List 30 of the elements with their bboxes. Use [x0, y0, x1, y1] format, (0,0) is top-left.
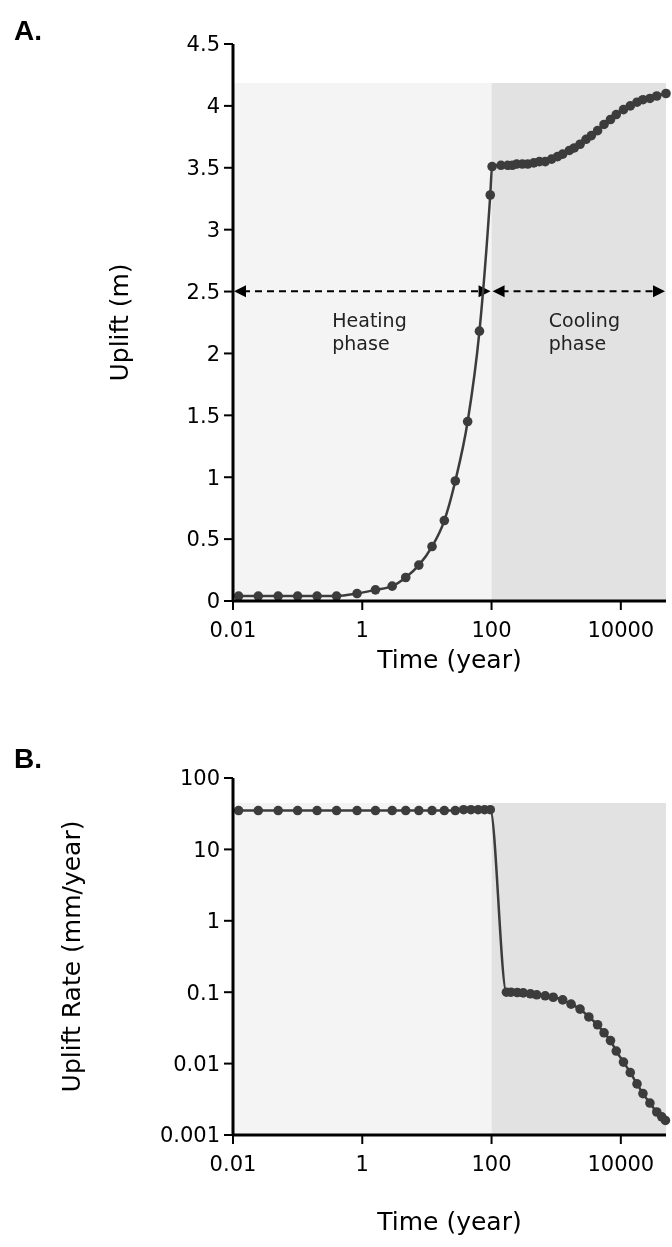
x-tick-label: 100 [471, 1152, 512, 1176]
x-tick-label: 1 [355, 1152, 369, 1176]
y-axis-title: Uplift Rate (mm/year) [57, 820, 86, 1093]
chart-title: B. [14, 743, 42, 774]
y-tick-label: 0.01 [173, 1051, 220, 1076]
y-tick-label: 10 [193, 837, 220, 862]
y-tick-label: 100 [179, 766, 220, 791]
y-tick-label: 1.5 [186, 403, 220, 428]
y-tick-label: 4.5 [186, 32, 220, 57]
band-label: Cooling phase [548, 309, 620, 355]
y-tick-label: 2.5 [186, 279, 220, 304]
y-tick-label: 3.5 [186, 156, 220, 181]
x-tick-label: 100 [471, 618, 512, 642]
y-tick-label: 1 [206, 465, 220, 490]
y-tick-label: 0.001 [159, 1123, 220, 1148]
y-tick-label: 0.1 [186, 980, 220, 1005]
x-tick-label: 10000 [587, 618, 655, 642]
chart-title: A. [14, 15, 42, 46]
y-tick-label: 0.5 [186, 527, 220, 552]
y-tick-label: 1 [206, 909, 220, 934]
y-tick-label: 0 [206, 589, 220, 614]
x-axis-title: Time (year) [376, 1207, 522, 1236]
y-tick-label: 2 [206, 341, 220, 366]
band-label: Heating phase [332, 309, 407, 355]
y-tick-label: 3 [206, 218, 220, 243]
x-tick-label: 1 [355, 618, 369, 642]
x-axis-title: Time (year) [376, 645, 522, 674]
y-tick-label: 4 [206, 94, 220, 119]
x-tick-label: 10000 [587, 1152, 655, 1176]
y-axis-title: Uplift (m) [105, 263, 134, 382]
